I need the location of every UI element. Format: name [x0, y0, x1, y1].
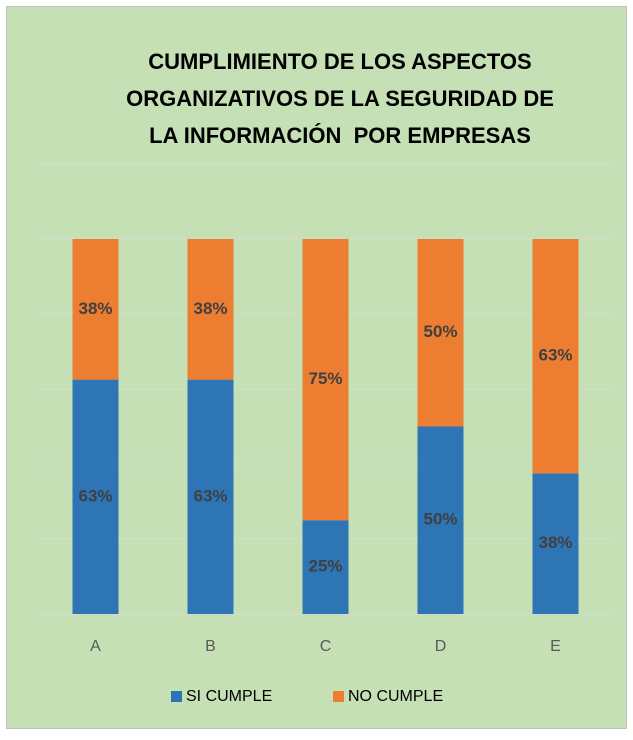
x-tick-label: A	[90, 638, 101, 655]
chart-title: CUMPLIMIENTO DE LOS ASPECTOS	[148, 49, 531, 74]
data-label: 63%	[193, 486, 227, 505]
bar-segment	[187, 379, 234, 614]
x-tick-label: D	[435, 638, 447, 655]
legend-swatch	[171, 691, 182, 702]
bar-segment	[532, 239, 579, 474]
bar-segment	[417, 426, 464, 614]
data-label: 38%	[193, 299, 227, 318]
bar-segment	[72, 239, 119, 380]
x-tick-label: B	[205, 638, 216, 655]
x-tick-label: E	[550, 638, 561, 655]
legend-label: SI CUMPLE	[186, 688, 272, 705]
data-label: 63%	[538, 346, 572, 365]
bar-segment	[72, 379, 119, 614]
data-label: 75%	[308, 369, 342, 388]
data-label: 38%	[78, 299, 112, 318]
chart-title: LA INFORMACIÓN POR EMPRESAS	[149, 123, 531, 148]
bar-segment	[532, 473, 579, 614]
data-label: 38%	[538, 533, 572, 552]
bar-segment	[302, 239, 349, 521]
legend-label: NO CUMPLE	[348, 688, 443, 705]
data-label: 63%	[78, 486, 112, 505]
chart-title: ORGANIZATIVOS DE LA SEGURIDAD DE	[126, 86, 554, 111]
legend-swatch	[333, 691, 344, 702]
data-label: 25%	[308, 557, 342, 576]
data-label: 50%	[423, 510, 457, 529]
data-label: 50%	[423, 322, 457, 341]
bar-segment	[417, 239, 464, 427]
bar-segment	[302, 520, 349, 614]
bar-segment	[187, 239, 234, 380]
x-tick-label: C	[320, 638, 332, 655]
